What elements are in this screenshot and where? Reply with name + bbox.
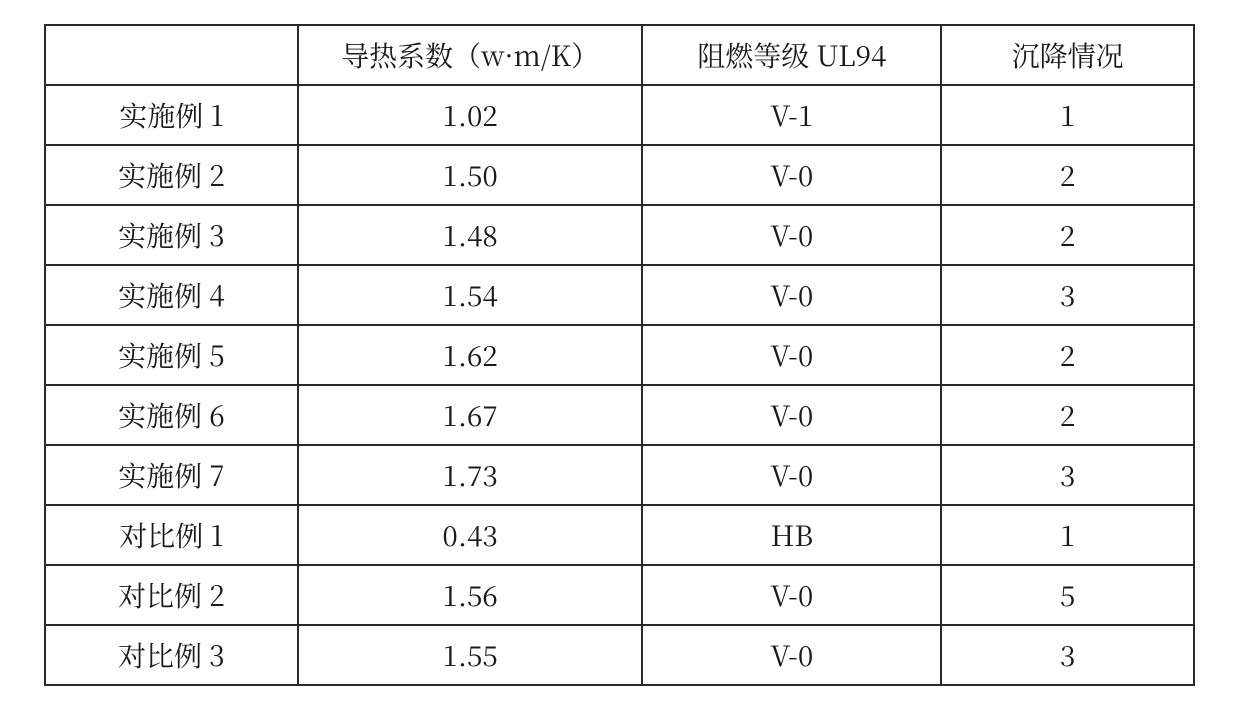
data-table: 导热系数（w·m/K） 阻燃等级 UL94 沉降情况 实施例 1 1.02 V-… xyxy=(44,24,1195,686)
row-label: 实施例 5 xyxy=(45,325,298,385)
cell: 2 xyxy=(941,205,1194,265)
row-label: 实施例 1 xyxy=(45,85,298,145)
cell: V-0 xyxy=(642,145,941,205)
cell: 3 xyxy=(941,445,1194,505)
table-body: 实施例 1 1.02 V-1 1 实施例 2 1.50 V-0 2 实施例 3 … xyxy=(45,85,1194,685)
cell: 1.55 xyxy=(298,625,643,685)
row-label: 对比例 2 xyxy=(45,565,298,625)
row-label: 实施例 7 xyxy=(45,445,298,505)
cell: 1.67 xyxy=(298,385,643,445)
col-header-1: 导热系数（w·m/K） xyxy=(298,25,643,85)
cell: 0.43 xyxy=(298,505,643,565)
cell: 2 xyxy=(941,325,1194,385)
cell: 2 xyxy=(941,145,1194,205)
col-header-0 xyxy=(45,25,298,85)
table-row: 对比例 3 1.55 V-0 3 xyxy=(45,625,1194,685)
table-row: 实施例 4 1.54 V-0 3 xyxy=(45,265,1194,325)
cell: 1 xyxy=(941,505,1194,565)
cell: 1.62 xyxy=(298,325,643,385)
row-label: 对比例 1 xyxy=(45,505,298,565)
table-row: 对比例 1 0.43 HB 1 xyxy=(45,505,1194,565)
cell: 1.56 xyxy=(298,565,643,625)
cell: 1.54 xyxy=(298,265,643,325)
row-label: 实施例 4 xyxy=(45,265,298,325)
cell: HB xyxy=(642,505,941,565)
table-row: 实施例 1 1.02 V-1 1 xyxy=(45,85,1194,145)
page: 导热系数（w·m/K） 阻燃等级 UL94 沉降情况 实施例 1 1.02 V-… xyxy=(0,0,1239,710)
cell: V-1 xyxy=(642,85,941,145)
table-header-row: 导热系数（w·m/K） 阻燃等级 UL94 沉降情况 xyxy=(45,25,1194,85)
row-label: 实施例 2 xyxy=(45,145,298,205)
cell: 1.02 xyxy=(298,85,643,145)
row-label: 实施例 3 xyxy=(45,205,298,265)
cell: V-0 xyxy=(642,325,941,385)
row-label: 对比例 3 xyxy=(45,625,298,685)
table-row: 实施例 5 1.62 V-0 2 xyxy=(45,325,1194,385)
cell: V-0 xyxy=(642,445,941,505)
cell: 3 xyxy=(941,625,1194,685)
table-row: 对比例 2 1.56 V-0 5 xyxy=(45,565,1194,625)
cell: 3 xyxy=(941,265,1194,325)
cell: V-0 xyxy=(642,265,941,325)
table-row: 实施例 2 1.50 V-0 2 xyxy=(45,145,1194,205)
row-label: 实施例 6 xyxy=(45,385,298,445)
col-header-3: 沉降情况 xyxy=(941,25,1194,85)
cell: 1.48 xyxy=(298,205,643,265)
table-row: 实施例 3 1.48 V-0 2 xyxy=(45,205,1194,265)
cell: 5 xyxy=(941,565,1194,625)
cell: 1 xyxy=(941,85,1194,145)
table-row: 实施例 7 1.73 V-0 3 xyxy=(45,445,1194,505)
cell: 1.73 xyxy=(298,445,643,505)
cell: V-0 xyxy=(642,625,941,685)
cell: V-0 xyxy=(642,565,941,625)
cell: V-0 xyxy=(642,385,941,445)
table-row: 实施例 6 1.67 V-0 2 xyxy=(45,385,1194,445)
cell: 2 xyxy=(941,385,1194,445)
cell: V-0 xyxy=(642,205,941,265)
col-header-2: 阻燃等级 UL94 xyxy=(642,25,941,85)
cell: 1.50 xyxy=(298,145,643,205)
